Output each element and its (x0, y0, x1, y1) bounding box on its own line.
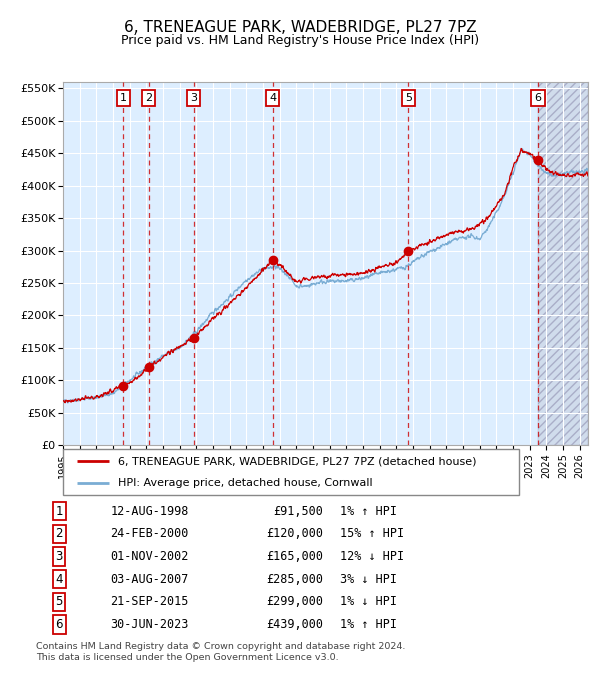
Text: 24-FEB-2000: 24-FEB-2000 (110, 527, 189, 541)
Bar (538, 82, 588, 445)
Text: 3% ↓ HPI: 3% ↓ HPI (340, 573, 397, 585)
Text: 4: 4 (55, 573, 63, 585)
Text: 1% ↓ HPI: 1% ↓ HPI (340, 595, 397, 609)
Bar (194, 82, 273, 445)
Text: 6, TRENEAGUE PARK, WADEBRIDGE, PL27 7PZ (detached house): 6, TRENEAGUE PARK, WADEBRIDGE, PL27 7PZ … (118, 456, 476, 466)
Text: 12% ↓ HPI: 12% ↓ HPI (340, 550, 404, 563)
Text: 1: 1 (55, 505, 63, 517)
Text: Contains HM Land Registry data © Crown copyright and database right 2024.: Contains HM Land Registry data © Crown c… (36, 643, 406, 651)
Text: £285,000: £285,000 (266, 573, 323, 585)
Bar (409, 82, 538, 445)
Text: 6: 6 (55, 618, 63, 631)
Bar (149, 82, 194, 445)
Text: 5: 5 (55, 595, 63, 609)
Text: 15% ↑ HPI: 15% ↑ HPI (340, 527, 404, 541)
Text: 12-AUG-1998: 12-AUG-1998 (110, 505, 189, 517)
Text: 01-NOV-2002: 01-NOV-2002 (110, 550, 189, 563)
FancyBboxPatch shape (63, 449, 519, 495)
Bar (273, 82, 409, 445)
Text: £439,000: £439,000 (266, 618, 323, 631)
Text: 21-SEP-2015: 21-SEP-2015 (110, 595, 189, 609)
Text: 6: 6 (535, 93, 541, 103)
Bar (63, 82, 123, 445)
Bar (123, 82, 149, 445)
Text: Price paid vs. HM Land Registry's House Price Index (HPI): Price paid vs. HM Land Registry's House … (121, 34, 479, 47)
Text: 03-AUG-2007: 03-AUG-2007 (110, 573, 189, 585)
Text: 4: 4 (269, 93, 277, 103)
Text: 2: 2 (145, 93, 152, 103)
Text: £165,000: £165,000 (266, 550, 323, 563)
Text: 30-JUN-2023: 30-JUN-2023 (110, 618, 189, 631)
Text: HPI: Average price, detached house, Cornwall: HPI: Average price, detached house, Corn… (118, 477, 373, 488)
Text: £120,000: £120,000 (266, 527, 323, 541)
Text: This data is licensed under the Open Government Licence v3.0.: This data is licensed under the Open Gov… (36, 653, 338, 662)
Text: 1: 1 (120, 93, 127, 103)
Text: 1% ↑ HPI: 1% ↑ HPI (340, 505, 397, 517)
Text: 6, TRENEAGUE PARK, WADEBRIDGE, PL27 7PZ: 6, TRENEAGUE PARK, WADEBRIDGE, PL27 7PZ (124, 20, 476, 35)
Text: £91,500: £91,500 (273, 505, 323, 517)
Text: 3: 3 (190, 93, 197, 103)
Text: £299,000: £299,000 (266, 595, 323, 609)
Text: 5: 5 (405, 93, 412, 103)
Text: 3: 3 (55, 550, 63, 563)
Text: 1% ↑ HPI: 1% ↑ HPI (340, 618, 397, 631)
Text: 2: 2 (55, 527, 63, 541)
